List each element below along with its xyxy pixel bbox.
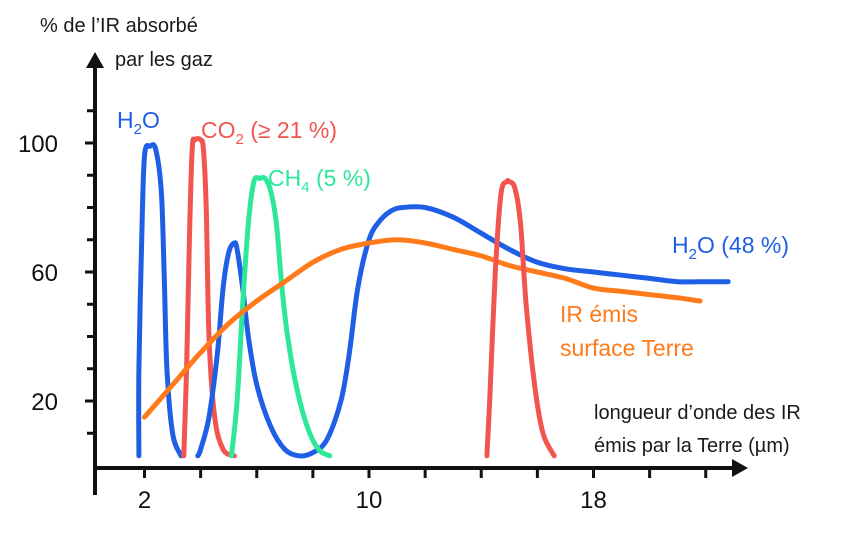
series-label-co2: CO2 (≥ 21 %) <box>201 117 337 148</box>
series-label-ir-line1: IR émis <box>560 301 638 327</box>
axes: 20 60 100 2 10 18 <box>18 52 748 514</box>
y-tick-label: 60 <box>31 260 58 287</box>
series-line-ir-emis <box>142 237 703 420</box>
x-axis-label-line2: émis par la Terre (µm) <box>594 435 790 457</box>
x-tick-label: 2 <box>138 487 151 514</box>
series-line-ch4 <box>229 174 333 459</box>
y-tick-label: 20 <box>31 389 58 416</box>
series-label-h2o-48: H2O (48 %) <box>672 232 789 263</box>
series-label-ch4: CH4 (5 %) <box>268 165 371 196</box>
y-tick-label: 100 <box>18 131 58 158</box>
x-axis-arrow <box>732 459 748 477</box>
series-line-h2o-a <box>136 142 184 459</box>
series-label-ir-line2: surface Terre <box>560 335 694 361</box>
x-tick-label: 10 <box>356 487 383 514</box>
y-axis-arrow <box>86 52 104 68</box>
y-axis-label-line1: % de l’IR absorbé <box>40 15 198 37</box>
y-axis-label-line2: par les gaz <box>115 49 213 71</box>
x-axis-label-line1: longueur d’onde des IR <box>594 402 801 424</box>
series-line-h2o-b <box>195 204 731 459</box>
series-line-co2 <box>181 136 237 459</box>
x-tick-label: 18 <box>580 487 607 514</box>
plot-area <box>136 136 731 459</box>
series-line-co2-15 <box>484 177 557 459</box>
series-label-h2o-peak: H2O <box>117 107 160 138</box>
